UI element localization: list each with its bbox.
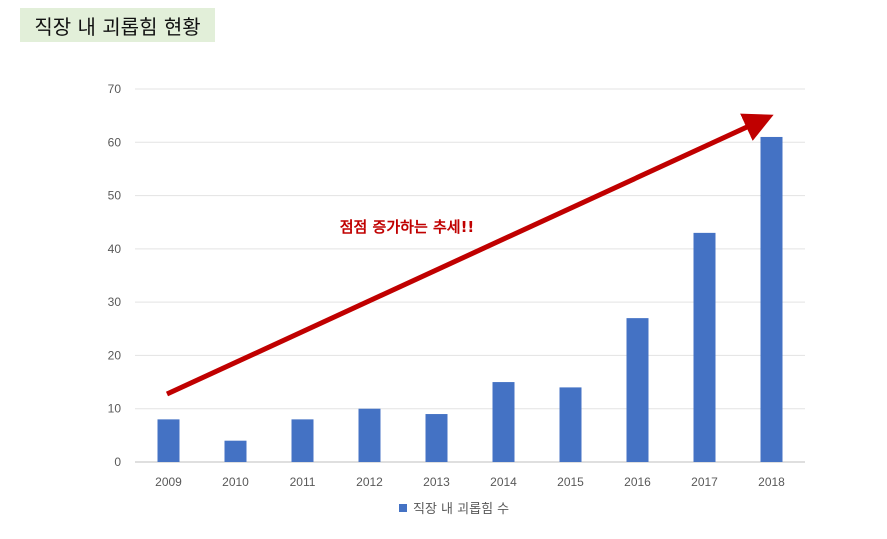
bar	[760, 136, 783, 462]
bars	[157, 136, 783, 462]
legend-label: 직장 내 괴롭힘 수	[413, 502, 509, 517]
legend: 직장 내 괴롭힘 수	[399, 502, 509, 517]
x-tick-label: 2011	[290, 475, 316, 489]
y-tick-label: 20	[108, 348, 122, 362]
trend-arrow	[165, 113, 774, 397]
y-tick-label: 40	[108, 242, 122, 256]
bar	[291, 419, 314, 462]
y-tick-label: 50	[108, 189, 122, 203]
page-title: 직장 내 괴롭힘 현황	[34, 14, 201, 39]
x-tick-label: 2014	[490, 475, 517, 489]
x-tick-label: 2013	[423, 475, 450, 489]
page-title-box: 직장 내 괴롭힘 현황	[20, 8, 215, 42]
x-tick-label: 2016	[624, 475, 651, 489]
legend-swatch	[399, 504, 407, 512]
x-tick-label: 2018	[758, 475, 785, 489]
x-tick-label: 2017	[691, 475, 718, 489]
bar	[224, 440, 247, 462]
bar	[492, 382, 515, 462]
bar	[693, 232, 716, 462]
y-axis: 0 10 20 30 40 50 60 70	[108, 82, 122, 469]
bar	[358, 408, 381, 462]
bar	[157, 419, 180, 462]
gridlines	[135, 88, 805, 463]
x-tick-label: 2010	[222, 475, 249, 489]
y-tick-label: 0	[114, 455, 121, 469]
bar	[626, 318, 649, 462]
y-tick-label: 10	[108, 402, 122, 416]
x-tick-label: 2015	[557, 475, 584, 489]
x-tick-label: 2012	[356, 475, 383, 489]
y-tick-label: 30	[108, 295, 122, 309]
y-tick-label: 60	[108, 135, 122, 149]
bar	[559, 387, 582, 462]
bar	[425, 414, 448, 462]
x-tick-label: 2009	[155, 475, 182, 489]
trend-annotation: 점점 증가하는 추세!!	[340, 218, 475, 236]
y-tick-label: 70	[108, 82, 122, 96]
x-axis: 2009 2010 2011 2012 2013 2014 2015 2016 2017 2018	[155, 475, 785, 489]
